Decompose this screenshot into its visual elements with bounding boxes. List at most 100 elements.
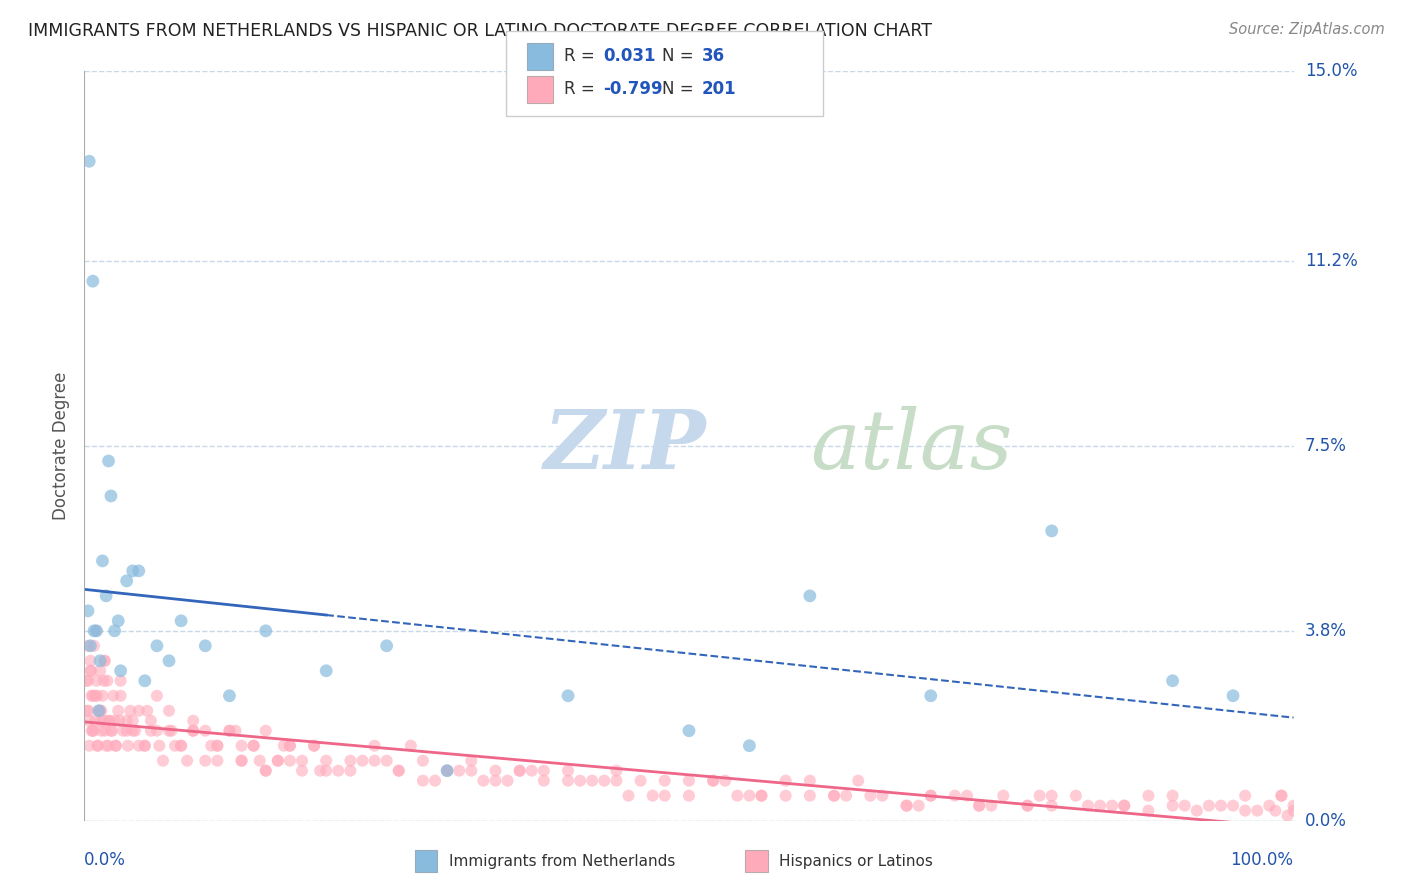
- Point: [1234, 804, 1257, 818]
- Text: 0.0%: 0.0%: [84, 851, 127, 869]
- Point: [103, 689, 125, 703]
- Point: [107, 614, 129, 628]
- Point: [134, 673, 156, 688]
- Point: [104, 714, 127, 728]
- Point: [725, 789, 748, 803]
- Point: [91, 689, 114, 703]
- Point: [110, 664, 132, 678]
- Text: 0.031: 0.031: [603, 47, 655, 65]
- Point: [1017, 798, 1039, 813]
- Point: [87, 704, 110, 718]
- Point: [82, 723, 104, 738]
- Point: [86, 624, 108, 638]
- Point: [799, 789, 821, 803]
- Point: [94, 589, 117, 603]
- Point: [97, 739, 120, 753]
- Point: [472, 773, 495, 788]
- Point: [423, 773, 446, 788]
- Point: [242, 739, 264, 753]
- Text: 201: 201: [702, 80, 737, 98]
- Point: [75, 673, 97, 688]
- Y-axis label: Doctorate Degree: Doctorate Degree: [52, 372, 70, 520]
- Text: R =: R =: [564, 80, 595, 98]
- Point: [242, 739, 264, 753]
- Point: [399, 739, 422, 753]
- Point: [77, 739, 100, 753]
- Point: [1270, 789, 1292, 803]
- Point: [148, 739, 170, 753]
- Text: 7.5%: 7.5%: [1305, 437, 1347, 455]
- Text: N =: N =: [662, 80, 693, 98]
- Point: [1282, 798, 1305, 813]
- Point: [436, 764, 458, 778]
- Point: [1264, 804, 1286, 818]
- Point: [1114, 798, 1136, 813]
- Point: [80, 664, 103, 678]
- Point: [835, 789, 858, 803]
- Point: [1174, 798, 1197, 813]
- Point: [121, 564, 143, 578]
- Point: [1040, 798, 1063, 813]
- Point: [775, 773, 797, 788]
- Point: [181, 723, 204, 738]
- Point: [77, 704, 100, 718]
- Text: -0.799: -0.799: [603, 80, 662, 98]
- Point: [315, 764, 337, 778]
- Text: N =: N =: [662, 47, 693, 65]
- Point: [91, 554, 114, 568]
- Point: [557, 773, 579, 788]
- Point: [225, 723, 247, 738]
- Point: [315, 664, 337, 678]
- Point: [115, 723, 138, 738]
- Point: [967, 798, 990, 813]
- Point: [678, 723, 700, 738]
- Point: [363, 739, 385, 753]
- Point: [165, 739, 187, 753]
- Point: [449, 764, 471, 778]
- Point: [751, 789, 773, 803]
- Point: [678, 773, 700, 788]
- Point: [104, 739, 127, 753]
- Point: [157, 704, 180, 718]
- Point: [100, 723, 122, 738]
- Point: [128, 739, 150, 753]
- Point: [1028, 789, 1050, 803]
- Point: [170, 614, 193, 628]
- Point: [1137, 804, 1160, 818]
- Point: [83, 639, 105, 653]
- Point: [104, 624, 127, 638]
- Point: [375, 754, 398, 768]
- Text: 15.0%: 15.0%: [1305, 62, 1357, 80]
- Point: [93, 654, 115, 668]
- Point: [388, 764, 411, 778]
- Point: [89, 664, 111, 678]
- Point: [1040, 789, 1063, 803]
- Point: [846, 773, 869, 788]
- Point: [254, 764, 277, 778]
- Point: [1077, 798, 1099, 813]
- Point: [79, 654, 101, 668]
- Point: [77, 639, 100, 653]
- Point: [80, 689, 103, 703]
- Point: [146, 639, 169, 653]
- Point: [82, 274, 104, 288]
- Point: [339, 764, 361, 778]
- Text: ZIP: ZIP: [544, 406, 706, 486]
- Point: [702, 773, 724, 788]
- Point: [79, 639, 101, 653]
- Point: [76, 704, 98, 718]
- Point: [967, 798, 990, 813]
- Point: [738, 739, 761, 753]
- Point: [194, 639, 217, 653]
- Point: [799, 589, 821, 603]
- Point: [1114, 798, 1136, 813]
- Point: [1198, 798, 1220, 813]
- Text: 36: 36: [702, 47, 724, 65]
- Point: [1137, 789, 1160, 803]
- Point: [82, 723, 104, 738]
- Point: [90, 723, 112, 738]
- Point: [1222, 689, 1244, 703]
- Point: [200, 739, 222, 753]
- Point: [1209, 798, 1232, 813]
- Point: [101, 723, 124, 738]
